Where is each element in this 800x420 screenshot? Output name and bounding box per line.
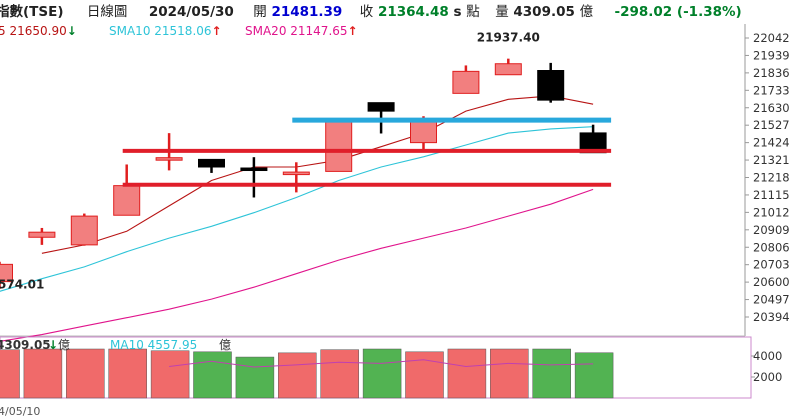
candle-body (28, 231, 56, 238)
volume-bar (447, 348, 487, 399)
candle-14 (537, 62, 565, 103)
candle-7 (240, 157, 268, 198)
candle-body (282, 171, 310, 176)
candle-6 (198, 158, 225, 173)
price-tick-label: 20497 (753, 293, 790, 307)
volume-bar (0, 349, 20, 399)
volume-bar (532, 348, 571, 399)
candle-body (452, 70, 480, 94)
sma20-legend-text: SMA20 21147.65 (245, 24, 348, 38)
header-date: 2024/05/30 (148, 4, 234, 20)
volume-tick-label: 4000 (753, 349, 782, 363)
volume-label: 量 (495, 4, 509, 20)
open-label: 開 (253, 4, 267, 20)
volume-legend-value: 4309.05 (0, 338, 51, 352)
volume-unit: 億 (579, 4, 594, 20)
price-tick-label: 21733 (753, 83, 790, 97)
x-axis-date-label: 4/05/10 (0, 405, 40, 418)
price-tick-label: 21321 (753, 153, 790, 167)
volume-value: 4309.05 (513, 4, 575, 20)
sma20-arrow-icon: ↑ (347, 24, 358, 38)
candle-body (113, 185, 141, 216)
volume-legend-unit: 億 (58, 338, 70, 352)
candle-body (325, 118, 353, 172)
volume-bar (362, 348, 402, 399)
price-tick-label: 21115 (753, 188, 790, 202)
candle-body (494, 63, 522, 76)
candle-body (537, 70, 565, 101)
price-tick-label: 20909 (753, 223, 790, 237)
volume-tick-label: 2000 (753, 370, 782, 384)
price-tick-label: 20600 (753, 275, 790, 289)
price-tick-label: 20394 (753, 310, 790, 324)
close-suffix: s (453, 4, 462, 20)
low-price-annotation: 574.01 (0, 278, 44, 292)
price-tick-label: 21012 (753, 205, 790, 219)
price-tick-label: 21527 (753, 118, 790, 132)
sma5-legend: 5 21650.90↓ (0, 22, 77, 40)
close-value: 21364.48 (377, 4, 449, 20)
price-tick-label: 22042 (753, 31, 790, 45)
volume-bar (235, 356, 275, 399)
sma10-line (0, 126, 594, 292)
price-tick-label: 21218 (753, 171, 790, 185)
volume-arrow-icon: ↓ (48, 338, 58, 352)
price-tick-label: 21424 (753, 136, 790, 150)
close-label: 收 (359, 4, 374, 20)
volume-ma10-legend: MA10 4557.95 (110, 338, 197, 352)
sma20-line (0, 188, 594, 342)
candle-1 (0, 261, 13, 289)
candle-body (70, 215, 98, 246)
candle-2 (28, 227, 56, 245)
volume-bar (490, 348, 529, 399)
volume-ma10-unit: 億 (219, 338, 231, 352)
point-label: 點 (466, 4, 480, 20)
candle-4 (113, 164, 141, 216)
volume-bar (108, 348, 147, 399)
high-price-annotation: 21937.40 (477, 31, 540, 45)
candle-body (155, 157, 183, 161)
index-name: 指數(TSE) (0, 4, 64, 20)
volume-bar (405, 351, 444, 399)
candle-8 (282, 162, 310, 193)
price-tick-label: 20806 (753, 240, 790, 254)
candle-body (367, 102, 395, 112)
candle-15 (579, 124, 607, 154)
price-tick-label: 20703 (753, 258, 790, 272)
price-tick-label: 21836 (753, 66, 790, 80)
volume-ma10-line (169, 359, 594, 368)
volume-bar (574, 352, 614, 399)
volume-bar (23, 348, 63, 399)
price-tick-label: 21939 (753, 48, 790, 62)
sma10-arrow-icon: ↑ (211, 24, 222, 38)
candle-body (0, 263, 13, 283)
sma10-legend: SMA10 21518.06↑ (109, 22, 222, 40)
price-tick-label: 21630 (753, 101, 790, 115)
candle-13 (494, 58, 522, 76)
candle-body (410, 119, 437, 144)
candle-12 (452, 65, 480, 94)
volume-bar (278, 352, 317, 399)
open-value: 21481.39 (271, 4, 343, 20)
chart-kind: 日線圖 (86, 4, 128, 20)
volume-bar (320, 349, 359, 399)
sma5-arrow-icon: ↓ (66, 24, 77, 38)
candle-body (240, 167, 268, 172)
volume-bar (66, 348, 105, 399)
volume-bar (193, 351, 232, 399)
sma5-legend-text: 5 21650.90 (0, 24, 67, 38)
change-value: -298.02 (-1.38%) (614, 4, 742, 20)
sma10-legend-text: SMA10 21518.06 (109, 24, 212, 38)
sma20-legend: SMA20 21147.65↑ (245, 22, 358, 40)
candle-body (198, 158, 225, 168)
header-bar: 指數(TSE) 日線圖 2024/05/30 開 21481.39 收 2136… (0, 2, 742, 22)
candle-3 (70, 213, 98, 246)
candle-9 (325, 118, 353, 172)
volume-bar (150, 350, 190, 399)
sma5-line (41, 95, 594, 254)
